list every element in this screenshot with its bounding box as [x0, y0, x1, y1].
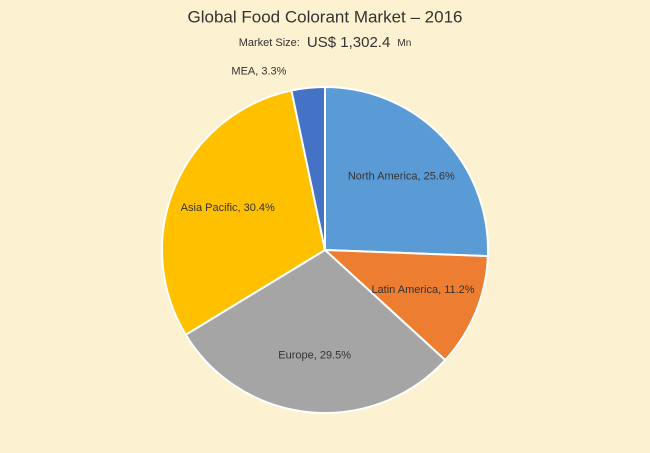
data-label: Asia Pacific, 30.4% — [181, 202, 275, 214]
pie-slice — [324, 85, 489, 258]
pie-slice — [322, 248, 489, 362]
data-label: MEA, 3.3% — [231, 66, 286, 78]
chart-subtitle: Market Size: US$ 1,302.4 Mn — [239, 34, 412, 51]
pie-slice — [290, 85, 326, 251]
subtitle-part: Market Size: — [239, 37, 300, 49]
data-label: North America, 25.6% — [348, 170, 455, 182]
data-label: Europe, 29.5% — [278, 349, 351, 361]
data-label: Latin America, 11.2% — [371, 284, 474, 296]
pie-slice — [184, 248, 447, 414]
subtitle-part: US$ 1,302.4 — [307, 34, 390, 51]
chart-title: Global Food Colorant Market – 2016 — [188, 7, 463, 26]
pie-slice — [161, 89, 327, 337]
subtitle-part: Mn — [397, 38, 411, 49]
